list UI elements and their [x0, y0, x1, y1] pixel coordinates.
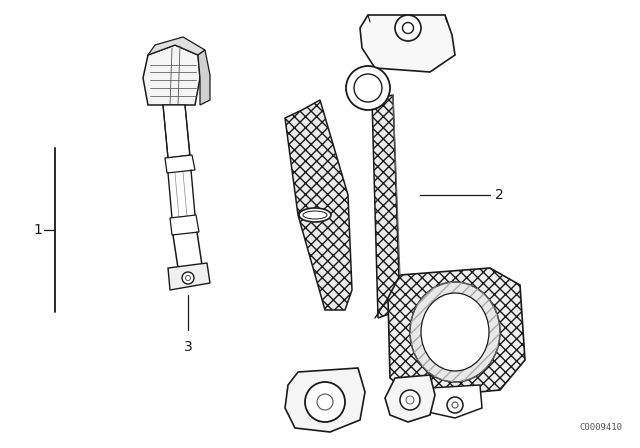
Circle shape: [406, 396, 414, 404]
Circle shape: [400, 390, 420, 410]
Text: 2: 2: [495, 188, 504, 202]
Polygon shape: [360, 15, 455, 72]
Text: 1: 1: [33, 223, 42, 237]
Polygon shape: [428, 385, 482, 418]
Polygon shape: [163, 105, 190, 158]
Ellipse shape: [303, 211, 327, 219]
Text: C0009410: C0009410: [579, 423, 622, 432]
Polygon shape: [372, 95, 400, 318]
Circle shape: [447, 397, 463, 413]
Polygon shape: [285, 100, 352, 310]
Polygon shape: [388, 268, 525, 398]
Polygon shape: [198, 50, 210, 105]
Polygon shape: [170, 215, 199, 235]
Polygon shape: [148, 37, 205, 55]
Circle shape: [317, 394, 333, 410]
Ellipse shape: [421, 293, 489, 371]
Circle shape: [452, 402, 458, 408]
Circle shape: [403, 22, 413, 34]
Polygon shape: [143, 45, 200, 105]
Circle shape: [305, 382, 345, 422]
Polygon shape: [168, 263, 210, 290]
Ellipse shape: [410, 282, 500, 382]
Circle shape: [182, 272, 194, 284]
Circle shape: [395, 15, 421, 41]
Ellipse shape: [299, 208, 331, 222]
Circle shape: [186, 276, 191, 280]
Text: 3: 3: [184, 340, 193, 354]
Circle shape: [346, 66, 390, 110]
Polygon shape: [385, 375, 435, 422]
Circle shape: [354, 74, 382, 102]
Polygon shape: [285, 368, 365, 432]
Polygon shape: [165, 155, 195, 173]
